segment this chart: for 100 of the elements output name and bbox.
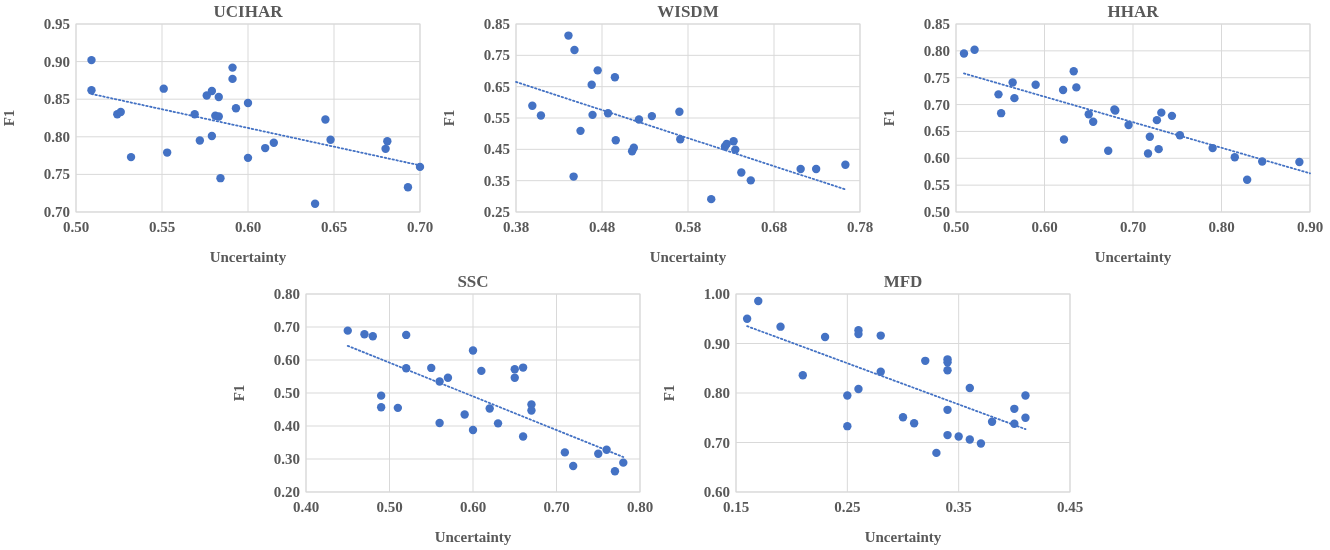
point: [675, 107, 684, 116]
y-tick-label: 0.50: [273, 385, 300, 401]
y-tick-label: 0.70: [273, 319, 300, 335]
x-tick-label: 0.50: [62, 219, 90, 235]
y-tick-label: 0.85: [923, 16, 950, 32]
point: [943, 405, 952, 415]
point: [202, 91, 211, 100]
chart-title: SSC: [457, 272, 489, 291]
y-tick-label: 0.60: [923, 150, 950, 167]
point: [243, 98, 253, 108]
point: [402, 330, 411, 340]
point: [610, 73, 620, 82]
x-tick-label: 0.60: [234, 219, 262, 235]
point: [368, 332, 377, 341]
point: [854, 384, 863, 394]
y-tick-label: 0.75: [923, 69, 950, 86]
point: [460, 410, 469, 419]
point: [393, 403, 403, 413]
chart-title: MFD: [883, 272, 923, 291]
point: [269, 138, 278, 148]
point: [360, 330, 369, 339]
x-tick-label: 0.70: [1119, 219, 1147, 235]
y-tick-label: 0.95: [43, 16, 70, 32]
y-tick-label: 0.60: [273, 352, 300, 368]
point: [518, 363, 528, 372]
point: [87, 55, 96, 65]
point: [647, 111, 657, 121]
point: [976, 439, 986, 448]
point: [485, 404, 494, 413]
x-tick-label: 0.55: [148, 219, 176, 235]
point: [729, 136, 738, 146]
point: [1088, 117, 1098, 126]
x-tick-label: 0.50: [376, 499, 403, 515]
y-tick-label: 1.00: [703, 286, 730, 302]
point: [162, 148, 172, 157]
y-tick-label: 0.80: [703, 385, 730, 401]
point: [468, 425, 478, 435]
x-tick-label: 0.48: [588, 219, 616, 235]
x-axis-title: Uncertainty: [209, 249, 287, 265]
point: [611, 136, 620, 145]
point: [510, 365, 519, 374]
y-tick-label: 0.35: [483, 172, 510, 189]
point: [909, 419, 919, 428]
point: [477, 366, 486, 376]
y-tick-label: 0.80: [43, 128, 70, 145]
point: [746, 176, 755, 185]
x-tick-label: 0.40: [292, 499, 320, 515]
point: [932, 448, 941, 458]
point: [216, 173, 225, 183]
point: [820, 332, 830, 342]
point: [376, 391, 386, 400]
point: [1152, 115, 1162, 125]
x-axis-title: Uncertainty: [434, 529, 512, 545]
point: [987, 417, 997, 426]
point: [493, 419, 503, 428]
y-tick-label: 0.20: [273, 484, 300, 500]
y-tick-label: 0.40: [273, 418, 300, 434]
x-tick-label: 0.50: [942, 219, 970, 235]
point: [126, 152, 136, 162]
point: [518, 432, 528, 441]
point: [310, 199, 320, 208]
x-tick-label: 0.70: [543, 499, 570, 515]
point: [943, 366, 952, 375]
x-tick-label: 0.78: [846, 219, 874, 235]
y-tick-label: 0.65: [923, 123, 950, 140]
point: [1124, 120, 1133, 130]
x-axis-title: Uncertainty: [1094, 249, 1172, 265]
point: [261, 143, 270, 153]
point: [403, 182, 413, 192]
y-tick-label: 0.60: [703, 484, 730, 500]
point: [1295, 157, 1304, 167]
point: [1008, 78, 1017, 87]
y-tick-label: 0.90: [43, 53, 70, 70]
point: [965, 435, 974, 444]
x-tick-label: 0.65: [320, 219, 348, 235]
point: [435, 418, 444, 428]
point: [569, 461, 578, 471]
point: [383, 137, 392, 146]
point: [159, 84, 168, 93]
point: [811, 164, 821, 174]
point: [1010, 93, 1019, 103]
point: [970, 45, 979, 54]
x-tick-label: 0.60: [459, 499, 487, 515]
point: [754, 296, 763, 306]
x-axis-title: Uncertainty: [864, 529, 942, 545]
point: [468, 346, 478, 355]
point: [326, 135, 335, 145]
x-tick-label: 0.58: [674, 219, 702, 235]
chart-title: UCIHAR: [213, 2, 284, 21]
point: [536, 111, 546, 120]
x-tick-label: 0.90: [1296, 219, 1324, 235]
point: [1242, 175, 1252, 184]
point: [994, 90, 1003, 99]
x-tick-label: 0.60: [1031, 219, 1058, 235]
point: [528, 101, 537, 110]
point: [707, 194, 716, 204]
point: [321, 115, 330, 124]
point: [587, 80, 596, 89]
y-tick-label: 0.90: [703, 335, 730, 352]
point: [593, 66, 602, 75]
